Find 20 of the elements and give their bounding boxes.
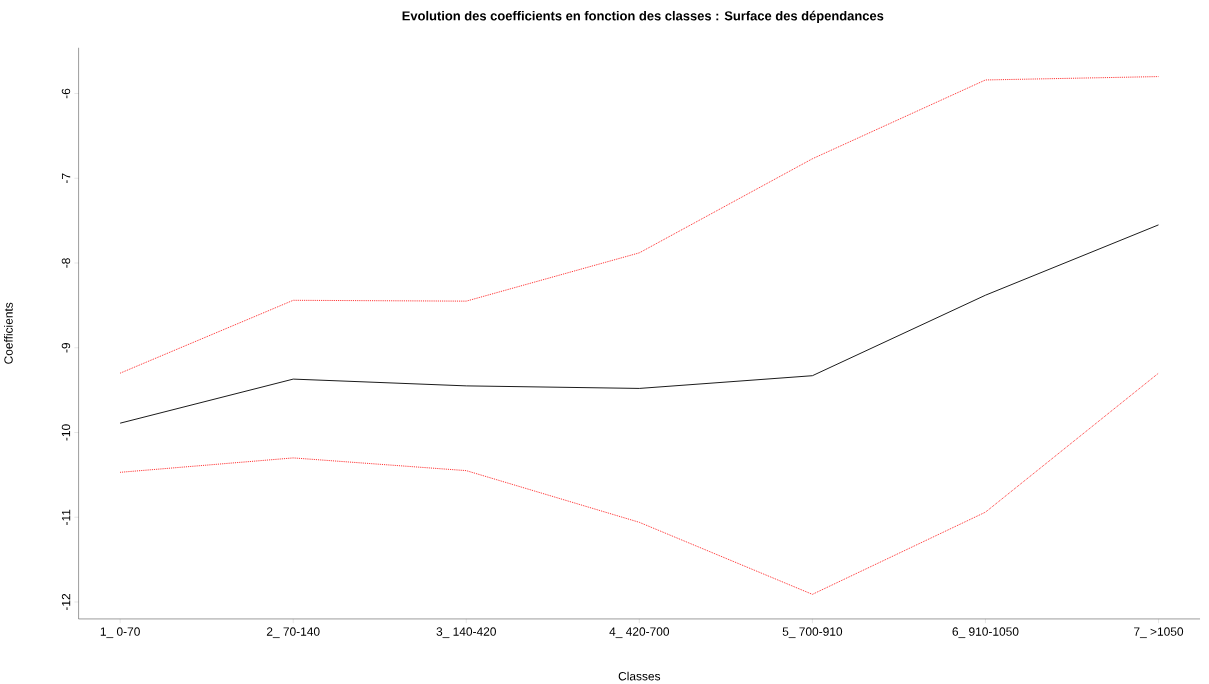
- y-tick-label: -12: [61, 593, 71, 610]
- y-tick-label: -8: [61, 258, 71, 268]
- y-axis-title: Coefficients: [4, 302, 13, 364]
- chart-title: Evolution des coefficients en fonction des classes : Surface des dépendances: [402, 10, 884, 23]
- x-tick-label: 1_ 0-70: [100, 627, 140, 638]
- line-series: [119, 75, 1159, 374]
- x-tick-label: 4_ 420-700: [609, 627, 670, 638]
- y-tick-label: -10: [61, 424, 71, 441]
- x-tick-label: 5_ 700-910: [782, 627, 843, 638]
- x-axis-title: Classes: [618, 671, 661, 681]
- x-tick-label: 2_ 70-140: [266, 627, 320, 638]
- y-tick-label: -11: [61, 509, 71, 525]
- y-tick-label: -7: [61, 173, 71, 183]
- x-tick-label: 7_ >1050: [1134, 627, 1184, 638]
- x-tick-label: 3_ 140-420: [436, 627, 496, 638]
- y-tick-label: -6: [61, 88, 71, 99]
- y-tick-label: -9: [61, 342, 71, 353]
- line-series: [119, 372, 1159, 595]
- x-tick-label: 6_ 910-1050: [952, 627, 1019, 638]
- line-series: [119, 224, 1159, 424]
